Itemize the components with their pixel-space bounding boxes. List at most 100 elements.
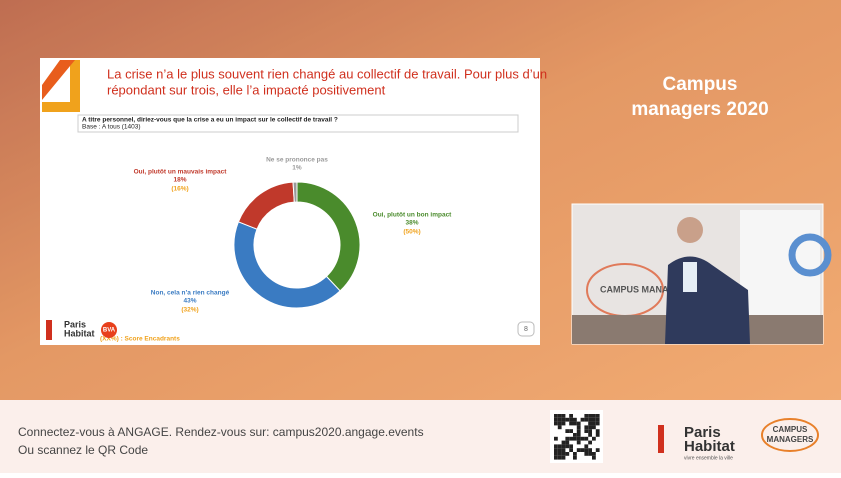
question-box — [77, 114, 519, 133]
qr-cell — [588, 440, 592, 445]
qr-cell — [595, 414, 600, 418]
base: Base : A tous (1403) — [82, 124, 141, 131]
donut-slice — [292, 181, 298, 203]
qr-cell — [554, 455, 558, 460]
qr-cell — [573, 455, 577, 460]
qr-cell — [595, 433, 600, 437]
qr-cell — [592, 436, 596, 441]
qr-cell — [565, 452, 570, 456]
qr-cell — [557, 455, 562, 460]
bva-logo — [101, 322, 117, 338]
qr-cell — [588, 452, 592, 456]
speaker-shirt — [683, 262, 697, 292]
qr-cell — [554, 452, 558, 456]
footer-logo: Paris — [684, 424, 721, 441]
qr-cell — [588, 433, 592, 437]
qr-cell — [557, 452, 562, 456]
qr-cell — [584, 425, 589, 430]
qr-cell — [554, 417, 558, 422]
qr-cell — [588, 425, 592, 430]
qr-cell — [561, 440, 566, 445]
qr-cell — [565, 429, 570, 433]
logo-mark — [46, 320, 52, 340]
qr-cell — [595, 417, 600, 422]
qr-cell — [554, 436, 558, 441]
qr-cell — [580, 436, 585, 441]
campus-logo — [761, 418, 819, 452]
qr-cell — [595, 421, 600, 426]
qr-cell — [595, 429, 600, 433]
qr-cell — [588, 414, 592, 418]
qr-cell — [592, 417, 596, 422]
qr-cell — [588, 448, 592, 452]
slide-title: La crise n’a le plus souvent rien changé… — [107, 66, 547, 81]
qr-cell — [554, 414, 558, 418]
qr-cell — [576, 421, 581, 426]
video-screen-chart — [788, 233, 832, 277]
qr-cell — [584, 452, 589, 456]
event-title: Campus — [663, 74, 738, 95]
slide-title: répondant sur trois, elle l’a impacté po… — [107, 82, 386, 97]
qr-pattern — [554, 414, 600, 460]
video-text: CAMPUS MANAGE — [600, 284, 682, 294]
qr-cell — [569, 448, 573, 452]
qr-cell — [565, 440, 570, 445]
qr-cell — [561, 421, 566, 426]
qr-cell — [576, 448, 581, 452]
page-box — [517, 321, 535, 337]
qr-cell — [584, 417, 589, 422]
qr-cell — [576, 433, 581, 437]
score-label: (32%) — [181, 307, 198, 314]
qr-cell — [584, 429, 589, 433]
qr-cell — [584, 436, 589, 441]
value-label: 43% — [183, 298, 196, 305]
qr-cell — [565, 436, 570, 441]
qr-cell — [595, 448, 600, 452]
footer-logo: Habitat — [684, 438, 735, 455]
qr-cell — [557, 417, 562, 422]
score-label: (16%) — [171, 186, 188, 193]
qr-cell — [592, 455, 596, 460]
qr-cell — [580, 417, 585, 422]
qr-cell — [576, 429, 581, 433]
category-label: Oui, plutôt un mauvais impact — [134, 169, 228, 176]
qr-cell — [561, 414, 566, 418]
footer-text: Connectez-vous à ANGAGE. Rendez-vous sur… — [18, 425, 424, 439]
footer — [0, 400, 841, 473]
footer-logo-mark — [658, 425, 664, 453]
qr-cell — [569, 414, 573, 418]
qr-cell — [554, 421, 558, 426]
logo: Paris — [64, 319, 86, 329]
note: (XX%) : Score Encadrants — [100, 336, 180, 343]
video-screen — [740, 210, 820, 320]
qr-cell — [573, 421, 577, 426]
qr-cell — [592, 452, 596, 456]
qr-cell — [580, 448, 585, 452]
value-label: 1% — [292, 165, 302, 172]
category-label: Non, cela n’a rien changé — [151, 290, 230, 297]
qr-cell — [588, 429, 592, 433]
qr-cell — [592, 414, 596, 418]
logo: Habitat — [64, 328, 95, 338]
score-label: (50%) — [403, 229, 420, 236]
qr-cell — [554, 444, 558, 449]
speaker-head — [677, 217, 703, 243]
qr-cell — [554, 448, 558, 452]
qr-cell — [557, 425, 562, 430]
event-title: managers 2020 — [631, 99, 768, 120]
qr-cell — [592, 425, 596, 430]
qr-cell — [569, 421, 573, 426]
qr-cell — [557, 414, 562, 418]
category-label: Oui, plutôt un bon impact — [373, 212, 453, 219]
qr-cell — [573, 433, 577, 437]
qr-cell — [561, 417, 566, 422]
qr-cell — [565, 417, 570, 422]
qr-cell — [557, 448, 562, 452]
qr-cell — [573, 452, 577, 456]
qr-cell — [565, 444, 570, 449]
footer-tagline: vivre ensemble la ville — [684, 455, 733, 461]
qr-cell — [592, 421, 596, 426]
